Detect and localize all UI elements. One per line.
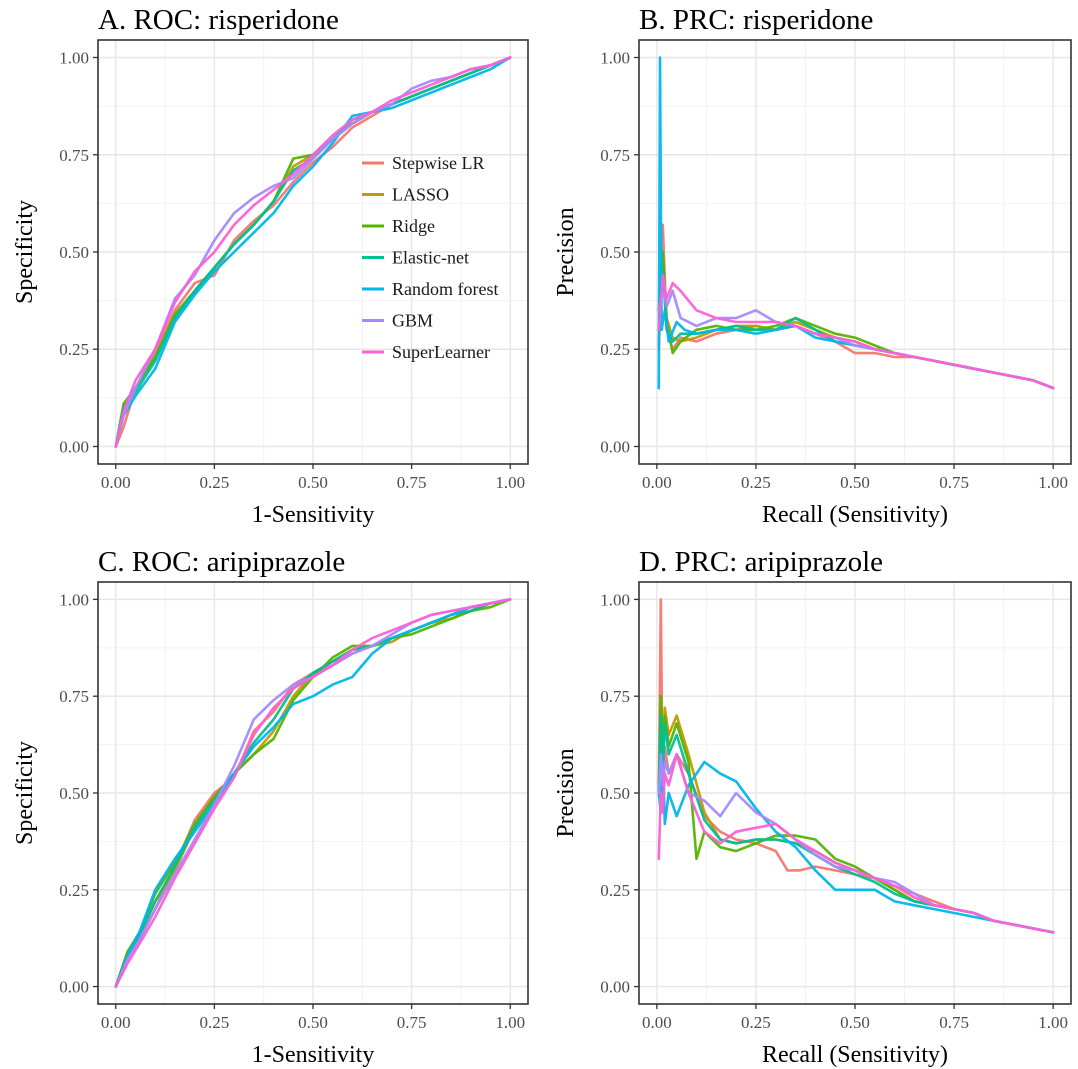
y-tick-label: 0.50	[59, 784, 89, 803]
y-axis-title: Precision	[553, 207, 579, 296]
x-tick-label: 0.00	[101, 473, 131, 492]
y-axis-title: Precision	[553, 748, 579, 837]
legend-label: Elastic-net	[392, 248, 469, 268]
x-tick-label: 0.50	[840, 473, 870, 492]
x-tick-label: 0.50	[298, 1013, 328, 1032]
legend: Stepwise LR LASSO Ridge Elastic-net Random f…	[362, 153, 498, 362]
y-tick-label: 0.25	[600, 340, 630, 359]
y-tick-label: 0.25	[59, 881, 89, 900]
x-tick-label: 1.00	[495, 473, 525, 492]
x-tick-label: 1.00	[1038, 1013, 1068, 1032]
x-tick-label: 0.25	[741, 473, 771, 492]
series-line-random-forest	[114, 56, 512, 448]
series-line-superlearner	[657, 274, 1055, 390]
y-tick-label: 0.50	[600, 243, 630, 262]
x-axis-title: Recall (Sensitivity)	[762, 502, 948, 528]
series-line-superlearner	[114, 56, 512, 448]
y-tick-label: 0.00	[600, 978, 630, 997]
chart-panel-1: 0.00 0.25 0.50 0.75 1.00 0.00 0.25 0.50 0.75 1.00…	[553, 4, 1072, 528]
series-line-superlearner	[657, 753, 1055, 934]
x-tick-label: 0.25	[200, 1013, 230, 1032]
series-line-ridge	[114, 598, 512, 988]
legend-label: Stepwise LR	[392, 153, 485, 173]
series-line-random-forest	[657, 753, 1055, 934]
y-tick-label: 0.75	[600, 687, 630, 706]
x-tick-label: 0.75	[939, 473, 969, 492]
x-tick-label: 0.50	[840, 1013, 870, 1032]
series-line-superlearner	[114, 598, 512, 988]
chart-panel-2: 0.00 0.25 0.50 0.75 1.00 0.00 0.25 0.50 0.75 1.00…	[12, 546, 529, 1068]
y-tick-label: 0.75	[59, 146, 89, 165]
chart-panel-0: 0.00 0.25 0.50 0.75 1.00 0.00 0.25 0.50 0.75 1.00…	[12, 4, 529, 528]
x-tick-label: 0.25	[200, 473, 230, 492]
x-tick-label: 0.75	[397, 473, 427, 492]
series-line-random-forest	[114, 598, 512, 988]
y-tick-label: 0.50	[59, 243, 89, 262]
y-tick-label: 0.25	[59, 340, 89, 359]
x-tick-label: 0.50	[298, 473, 328, 492]
y-tick-label: 0.75	[59, 687, 89, 706]
x-tick-label: 0.00	[642, 473, 672, 492]
y-tick-label: 0.25	[600, 881, 630, 900]
x-axis-title: 1-Sensitivity	[252, 1042, 375, 1068]
y-tick-label: 0.50	[600, 784, 630, 803]
x-tick-label: 1.00	[1038, 473, 1068, 492]
legend-label: LASSO	[392, 185, 449, 205]
x-tick-label: 0.00	[101, 1013, 131, 1032]
chart-title: D. PRC: aripiprazole	[639, 546, 883, 578]
legend-label: SuperLearner	[392, 342, 490, 362]
y-tick-label: 0.75	[600, 146, 630, 165]
legend-label: Random forest	[392, 279, 498, 299]
y-tick-label: 1.00	[59, 49, 89, 68]
y-tick-label: 1.00	[600, 590, 630, 609]
y-tick-label: 0.00	[59, 978, 89, 997]
chart-panel-3: 0.00 0.25 0.50 0.75 1.00 0.00 0.25 0.50 0.75 1.00…	[553, 546, 1072, 1068]
y-tick-label: 0.00	[59, 437, 89, 456]
y-axis-title: Specificity	[12, 200, 38, 304]
x-tick-label: 0.00	[642, 1013, 672, 1032]
x-tick-label: 0.75	[939, 1013, 969, 1032]
x-axis-title: 1-Sensitivity	[252, 502, 375, 528]
legend-label: Ridge	[392, 216, 435, 236]
x-axis-title: Recall (Sensitivity)	[762, 1042, 948, 1068]
y-tick-label: 1.00	[600, 49, 630, 68]
x-tick-label: 0.75	[397, 1013, 427, 1032]
x-tick-label: 1.00	[495, 1013, 525, 1032]
chart-title: C. ROC: aripiprazole	[98, 546, 345, 578]
legend-label: GBM	[392, 311, 433, 331]
chart-title: A. ROC: risperidone	[98, 4, 339, 36]
x-tick-label: 0.25	[741, 1013, 771, 1032]
y-axis-title: Specificity	[12, 741, 38, 845]
chart-title: B. PRC: risperidone	[639, 4, 873, 36]
y-tick-label: 1.00	[59, 590, 89, 609]
y-tick-label: 0.00	[600, 437, 630, 456]
